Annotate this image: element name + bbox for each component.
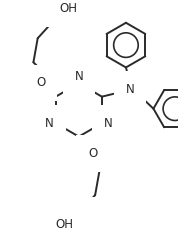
Text: N: N (104, 117, 112, 130)
Text: N: N (126, 83, 135, 96)
Text: O: O (88, 147, 98, 160)
Text: OH: OH (59, 2, 77, 15)
Text: N: N (45, 117, 54, 130)
Text: OH: OH (56, 218, 74, 229)
Text: O: O (36, 76, 46, 89)
Text: N: N (74, 70, 83, 83)
